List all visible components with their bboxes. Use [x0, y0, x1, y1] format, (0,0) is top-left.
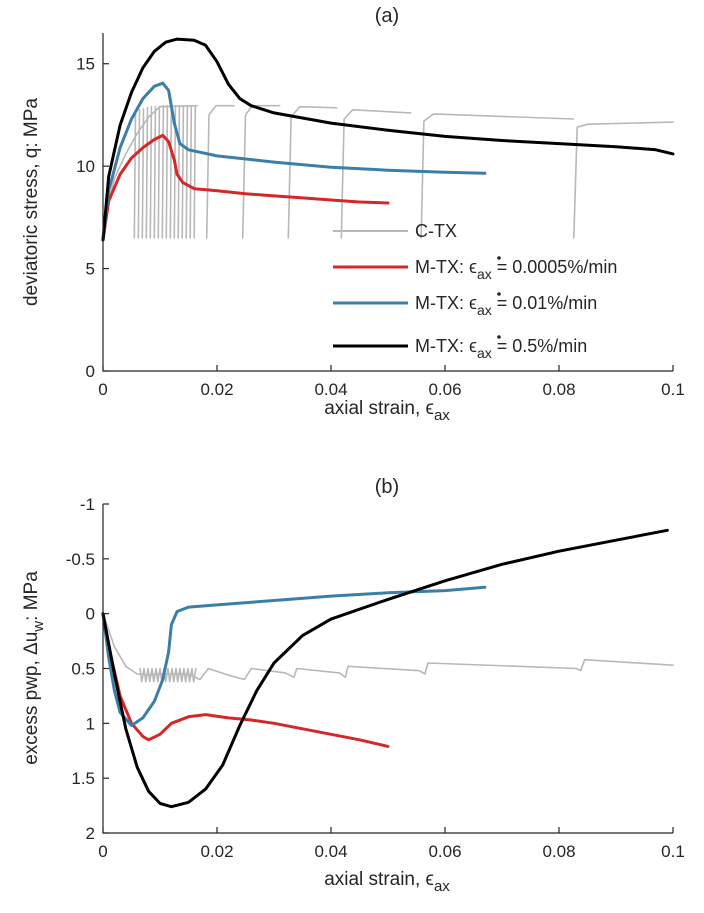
panel-a-series-0-line-5 [149, 105, 153, 239]
panel-b-y-tick-label: -1 [80, 495, 95, 514]
panel-a-series-0-line-14 [185, 104, 189, 239]
legend-label-3: M-TX: ϵax = 0.5%/min [415, 336, 587, 361]
panel-b-y-tick-label: 0 [86, 605, 95, 624]
panel-a-series-1-line [101, 133, 390, 242]
panel-a-series-2-line [101, 81, 487, 242]
panel-b-y-tick-label: 1.5 [71, 769, 95, 788]
panel-a-x-axis-label: axial strain, ϵax [324, 398, 450, 424]
panel-a-series-0-line-15 [189, 104, 193, 239]
legend-rate-dot-2 [497, 292, 501, 296]
panel-a-x-axis-label-main: axial strain, ϵ [324, 398, 434, 419]
panel-a-series-0-line-10 [169, 104, 173, 239]
panel-a-x-tick-label: 0.08 [542, 380, 575, 399]
panel-a-series-0-line-13 [181, 104, 185, 239]
panel-a-y-axis-label: deviatoric stress, q: MPa [21, 98, 42, 306]
panel-a-series-0-line-18 [241, 104, 281, 239]
panel-a-y-ticks: 0 5 10 15 [76, 55, 109, 381]
panel-a-x-tick-label: 0 [98, 380, 107, 399]
panel-a-x-tick-label: 0.04 [314, 380, 347, 399]
panel-a-series-0-line-19 [287, 105, 338, 239]
panel-a-y-tick-label: 0 [86, 362, 95, 381]
legend-label-0: C-TX [415, 221, 457, 241]
panel-a-series-0-line-8 [161, 104, 165, 239]
legend-label-1-main: M-TX: ϵ [415, 257, 477, 277]
panel-b-x-axis-label-sub: ax [434, 878, 450, 895]
legend-label-3-sub: ax [477, 345, 492, 361]
panel-a-series-0-line-7 [157, 105, 161, 239]
legend-label-2-main: M-TX: ϵ [415, 293, 477, 313]
panel-b-x-axis-label-main: axial strain, ϵ [324, 869, 434, 890]
panel-b-series-2-line [101, 585, 487, 727]
panel-a-series-0-line-4 [145, 107, 149, 239]
panel-b-y-ticks: -1 -0.5 0 0.5 1 1.5 2 [66, 495, 109, 843]
panel-b-series-3-line [101, 528, 669, 809]
panel-b-y-tick-label: 0.5 [71, 660, 95, 679]
legend-label-3-main: M-TX: ϵ [415, 336, 477, 356]
panel-b-y-axis-label-main: excess pwp, Δu [21, 632, 42, 765]
panel-a-x-tick-label: 0.1 [661, 380, 685, 399]
panel-a-series-0-line-17 [205, 104, 235, 239]
panel-b-y-tick-label: 2 [86, 824, 95, 843]
panel-a-x-axis-label-sub: ax [434, 407, 450, 424]
panel-a-title: (a) [375, 5, 399, 27]
panel-b-x-ticks: 0 0.02 0.04 0.06 0.08 0.1 [98, 827, 685, 861]
panel-a-series-0-line-16 [193, 104, 197, 239]
panel-b-y-tick-label: 1 [86, 714, 95, 733]
panel-a-series-3-line [101, 37, 675, 242]
panel-a-series-group [101, 37, 675, 242]
panel-b-x-tick-label: 0.02 [200, 842, 233, 861]
panel-b-y-axis-label-unit: : MPa [21, 571, 42, 621]
panel-b-x-tick-label: 0.04 [314, 842, 347, 861]
panel-a-chart: (a) 0 0.02 0.04 0.06 0.08 0.1 0 5 10 15 axial st… [21, 5, 685, 424]
panel-a-series-0-line-1 [133, 110, 137, 239]
panel-a-y-tick-label: 10 [76, 157, 95, 176]
panel-b-y-axis-label-sub: w [30, 621, 47, 633]
panel-a-x-ticks: 0 0.02 0.04 0.06 0.08 0.1 [98, 365, 685, 399]
panel-b-title: (b) [375, 476, 399, 498]
panel-a-series-0-line-9 [165, 104, 169, 239]
panel-b-y-tick-label: -0.5 [66, 550, 95, 569]
panel-a-x-tick-label: 0.02 [200, 380, 233, 399]
panel-b-x-tick-label: 0.08 [542, 842, 575, 861]
legend-label-2: M-TX: ϵax = 0.01%/min [415, 293, 597, 318]
panel-a-series-0-line-6 [153, 105, 157, 239]
panel-a-y-tick-label: 5 [86, 260, 95, 279]
panel-a-x-tick-label: 0.06 [428, 380, 461, 399]
legend-label-1-suffix: = 0.0005%/min [492, 257, 618, 277]
panel-b-x-tick-label: 0.1 [661, 842, 685, 861]
panel-a-series-0-line-21 [420, 113, 575, 239]
legend-label-1: M-TX: ϵax = 0.0005%/min [415, 257, 617, 282]
panel-a-series-0-line-20 [340, 109, 412, 239]
legend-label-2-suffix: = 0.01%/min [492, 293, 598, 313]
panel-b-x-axis-label: axial strain, ϵax [324, 869, 450, 895]
panel-b-y-axis-label: excess pwp, Δuw: MPa [21, 571, 47, 765]
panel-b-x-tick-label: 0 [98, 842, 107, 861]
panel-a-series-0-line-12 [177, 104, 181, 239]
panel-b-series-group [101, 528, 674, 809]
legend-rate-dot-3 [497, 335, 501, 339]
panel-a-y-tick-label: 15 [76, 55, 95, 74]
panel-b-series-1-line [101, 612, 390, 748]
panel-b-chart: (b) 0 0.02 0.04 0.06 0.08 0.1 -1 -0.5 0 0.5 1 1.5 2… [21, 476, 685, 895]
panel-b-x-tick-label: 0.06 [428, 842, 461, 861]
panel-b-series-0-line-1 [139, 667, 197, 683]
panel-a-series-0-line-22 [573, 121, 674, 239]
panel-a-series-0-line-2 [137, 109, 141, 239]
legend-label-1-sub: ax [477, 266, 492, 282]
panel-a-series-0-line-3 [141, 108, 145, 239]
legend-rate-dot-1 [497, 256, 501, 260]
legend-label-3-suffix: = 0.5%/min [492, 336, 588, 356]
legend-label-2-sub: ax [477, 302, 492, 318]
